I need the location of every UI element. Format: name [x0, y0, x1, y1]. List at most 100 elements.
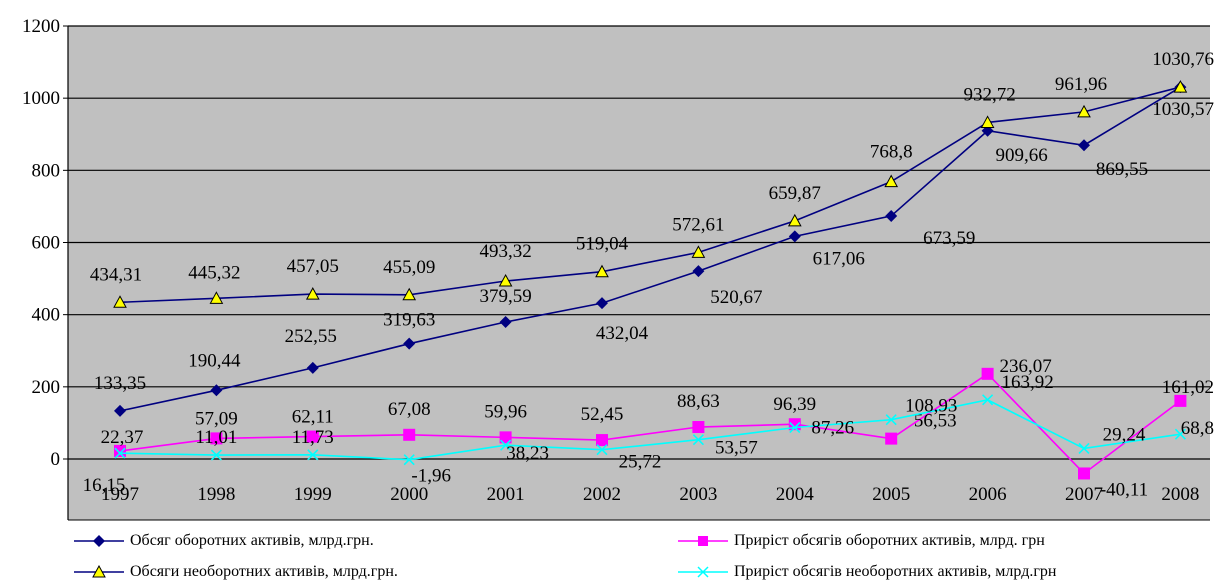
data-label: 68,8 — [1181, 418, 1214, 439]
triangle-marker-icon — [74, 565, 124, 578]
data-point-diamond — [1078, 139, 1090, 152]
data-point-square — [981, 367, 994, 380]
data-point-x — [210, 449, 222, 461]
data-label: 22,37 — [101, 427, 144, 448]
data-label: 1030,57 — [1152, 99, 1214, 120]
data-point-diamond — [403, 337, 416, 350]
x-tick-label: 2006 — [969, 484, 1007, 505]
data-label: 88,63 — [677, 391, 720, 412]
y-tick-label: 600 — [32, 233, 61, 254]
x-marker-icon — [678, 566, 728, 578]
square-marker-icon — [678, 536, 728, 546]
series-line-3 — [119, 399, 1181, 461]
data-point-square — [1078, 467, 1090, 480]
data-point-square — [1174, 394, 1187, 407]
data-label: 52,45 — [581, 404, 624, 425]
data-point-x — [692, 434, 704, 446]
data-point-triangle — [305, 287, 320, 300]
data-label: 659,87 — [769, 183, 821, 204]
data-point-triangle — [595, 264, 609, 278]
legend-label-3: Приріст обсягів необоротних активів, млр… — [734, 563, 1057, 580]
data-point-square — [692, 421, 705, 434]
data-label: 252,55 — [285, 326, 337, 347]
data-label: 236,07 — [999, 356, 1051, 377]
data-label: 16,15 — [83, 475, 126, 496]
x-tick-label: 2003 — [679, 484, 717, 505]
data-point-diamond — [114, 404, 126, 417]
data-label: 133,35 — [94, 373, 146, 394]
data-point-square — [306, 430, 319, 443]
y-tick-label: 800 — [32, 160, 61, 181]
data-label: 25,72 — [619, 452, 662, 473]
y-tick-label: 200 — [32, 377, 61, 398]
data-point-triangle — [113, 295, 127, 308]
data-point-square — [596, 434, 608, 447]
data-point-x — [500, 439, 512, 451]
x-tick-label: 2005 — [872, 484, 910, 505]
data-label: 190,44 — [188, 350, 241, 371]
data-label: 768,8 — [870, 142, 913, 163]
data-point-diamond — [885, 209, 898, 222]
x-tick-label: 2004 — [776, 484, 815, 505]
data-point-diamond — [210, 384, 223, 397]
data-label: 617,06 — [813, 248, 865, 269]
data-point-x — [1174, 428, 1186, 440]
data-label: 379,59 — [479, 286, 531, 307]
data-label: 38,23 — [506, 443, 549, 464]
data-point-diamond — [788, 230, 801, 243]
data-point-x — [789, 421, 801, 434]
data-point-x — [114, 447, 126, 459]
x-tick-label: 1998 — [197, 484, 235, 505]
data-label: 108,93 — [905, 396, 957, 417]
data-point-square — [210, 432, 223, 445]
data-point-triangle — [498, 273, 513, 287]
x-tick-label: 1997 — [101, 484, 139, 505]
data-point-square — [885, 432, 898, 445]
data-label: 445,32 — [188, 262, 240, 283]
data-point-triangle — [884, 174, 899, 188]
data-label: 1030,76 — [1152, 49, 1214, 70]
data-label: 11,73 — [292, 427, 334, 448]
data-point-triangle — [209, 291, 224, 304]
data-point-square — [499, 431, 512, 444]
data-point-diamond — [596, 297, 608, 310]
data-point-triangle — [691, 245, 706, 258]
series-line-0 — [119, 86, 1181, 412]
data-point-triangle — [980, 115, 995, 128]
data-label: 161,02 — [1162, 377, 1214, 398]
data-label: 96,39 — [773, 394, 816, 415]
data-label: 319,63 — [383, 310, 435, 331]
data-label: 909,66 — [995, 145, 1047, 166]
data-label: 932,72 — [963, 84, 1015, 105]
legend-item-2: Приріст обсягів оборотних активів, млрд.… — [678, 532, 1045, 550]
legend-item-3: Приріст обсягів необоротних активів, млр… — [678, 563, 1056, 581]
legend-item-0: Обсяг оборотних активів, млрд.грн. — [74, 532, 374, 550]
data-point-x — [307, 449, 319, 461]
x-tick-label: 2008 — [1161, 484, 1199, 505]
data-label: 163,92 — [1001, 372, 1053, 393]
data-point-diamond — [306, 361, 319, 374]
series-line-1 — [119, 86, 1181, 304]
data-label: 57,09 — [195, 408, 238, 429]
data-point-x — [982, 394, 994, 406]
legend-item-1: Обсяги необоротних активів, млрд.грн. — [74, 563, 398, 581]
x-tick-label: 2007 — [1065, 484, 1103, 505]
data-point-x — [1078, 442, 1090, 455]
data-point-diamond — [499, 316, 512, 329]
legend-label-1: Обсяги необоротних активів, млрд.грн. — [130, 563, 398, 580]
data-label: 455,09 — [383, 257, 435, 278]
x-tick-label: 1999 — [294, 484, 332, 505]
y-tick-label: 1200 — [22, 16, 60, 37]
x-tick-label: 2001 — [487, 484, 525, 505]
legend-label-0: Обсяг оборотних активів, млрд.грн. — [130, 532, 374, 549]
data-point-triangle — [1173, 80, 1188, 93]
data-label: 493,32 — [479, 241, 531, 262]
data-label: 457,05 — [287, 256, 339, 277]
series-line-2 — [119, 372, 1181, 475]
data-label: 29,24 — [1103, 424, 1146, 445]
data-label: 67,08 — [388, 399, 431, 420]
x-tick-label: 2002 — [583, 484, 621, 505]
y-tick-label: 1000 — [22, 88, 60, 109]
diamond-marker-icon — [74, 535, 124, 547]
